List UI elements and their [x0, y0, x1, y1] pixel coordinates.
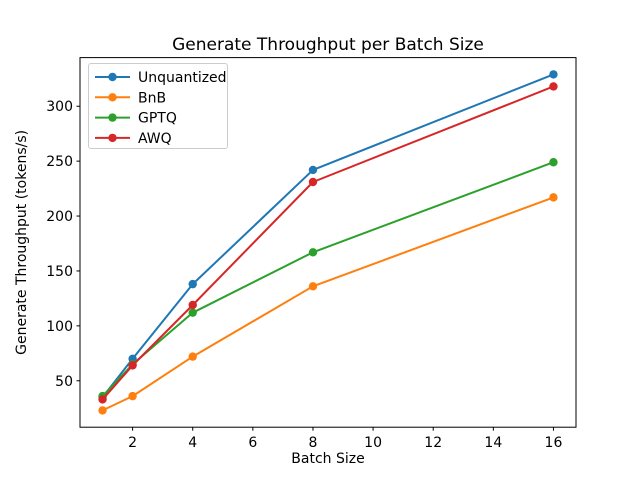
data-point-bnb-x2 — [128, 391, 137, 401]
data-point-bnb-x8 — [308, 282, 318, 291]
data-point-unquantized-x8 — [308, 165, 318, 175]
series-gptq — [98, 158, 558, 401]
data-point-bnb-x16 — [549, 193, 558, 202]
legend-label: BnB — [138, 90, 166, 106]
x-tick-label: 6 — [248, 435, 257, 451]
legend-label: GPTQ — [138, 111, 177, 127]
x-tick-label: 8 — [309, 435, 318, 451]
y-axis-label: Generate Throughput (tokens/s) — [14, 130, 30, 355]
y-tick-label: 200 — [46, 209, 73, 225]
x-tick-label: 16 — [545, 435, 563, 451]
y-tick-label: 150 — [46, 264, 73, 280]
data-point-unquantized-x4 — [188, 279, 197, 289]
x-tick-label: 4 — [188, 435, 197, 451]
data-point-awq-x1 — [98, 395, 107, 404]
data-point-gptq-x4 — [188, 308, 197, 317]
x-tick-label: 12 — [424, 435, 442, 451]
legend-entry-gptq: GPTQ — [95, 111, 177, 127]
y-tick-label: 250 — [46, 154, 73, 170]
data-series-layer — [98, 70, 558, 415]
data-point-unquantized-x16 — [549, 70, 558, 79]
data-point-awq-x2 — [128, 361, 137, 370]
plot-frame-layer — [79, 57, 577, 428]
y-tick-label: 300 — [46, 99, 73, 115]
x-tick-label: 2 — [128, 435, 137, 451]
plot-frame — [79, 57, 577, 428]
x-tick-label: 14 — [484, 435, 502, 451]
legend-entry-bnb: BnB — [95, 90, 166, 106]
data-point-awq-x4 — [188, 300, 197, 310]
series-line-bnb — [102, 196, 554, 412]
series-line-gptq — [101, 161, 554, 397]
data-point-gptq-x8 — [308, 248, 318, 257]
x-tick-label: 10 — [364, 435, 382, 451]
y-tick-label: 50 — [55, 374, 73, 390]
legend-label: AWQ — [138, 131, 172, 147]
series-awq — [98, 82, 558, 404]
legend-label: Unquantized — [138, 70, 227, 86]
data-point-bnb-x4 — [188, 352, 197, 361]
data-point-bnb-x1 — [98, 406, 107, 415]
x-axis-label: Batch Size — [291, 451, 364, 467]
legend: Unquantized BnB GPTQ AWQ — [88, 63, 228, 149]
legend-marker-sample — [108, 93, 117, 102]
data-point-awq-x8 — [308, 177, 318, 187]
legend-entry-awq: AWQ — [95, 131, 172, 147]
data-point-awq-x16 — [549, 82, 558, 91]
legend-box — [88, 63, 228, 149]
legend-marker-sample — [108, 72, 117, 82]
legend-marker-sample — [108, 113, 117, 122]
chart-title: Generate Throughput per Batch Size — [172, 35, 484, 55]
series-bnb — [98, 193, 558, 415]
axis-ticks-layer: 2 4 6 8 10 12 14 16 50 100 150 200 250 300 — [46, 99, 562, 451]
legend-entry-unquantized: Unquantized — [95, 70, 227, 86]
data-point-gptq-x16 — [549, 158, 558, 167]
y-tick-label: 100 — [46, 319, 73, 335]
legend-marker-sample — [108, 133, 117, 143]
